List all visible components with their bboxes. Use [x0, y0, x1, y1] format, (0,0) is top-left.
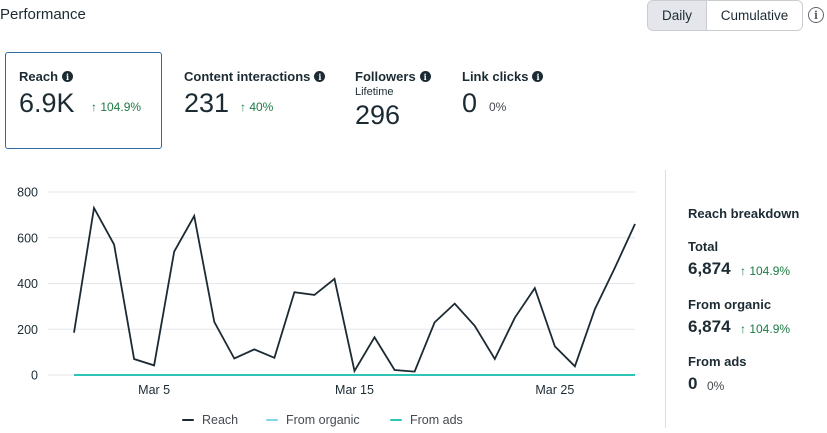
breakdown-organic-label: From organic: [688, 297, 772, 312]
legend-item-reach[interactable]: Reach: [182, 413, 238, 427]
info-icon[interactable]: i: [419, 71, 431, 82]
info-icon[interactable]: i: [62, 71, 74, 82]
y-tick-label: 800: [17, 186, 38, 200]
metric-label-text: Content interactions: [184, 69, 311, 84]
metric-change-link-clicks: 0%: [489, 100, 507, 114]
legend-item-from-ads[interactable]: From ads: [390, 413, 463, 427]
legend-label: Reach: [202, 413, 239, 427]
metric-label-text: Reach: [19, 69, 59, 84]
info-icon[interactable]: i: [314, 71, 326, 82]
y-tick-label: 600: [17, 231, 38, 245]
breakdown-total-label: Total: [688, 239, 719, 254]
legend-swatch: [266, 418, 278, 422]
breakdown-organic-value: 6,874: [688, 317, 731, 336]
x-tick-label: Mar 5: [138, 383, 170, 397]
y-tick-label: 0: [31, 369, 38, 383]
daily-toggle-button[interactable]: Daily: [648, 1, 707, 30]
metric-label-link-clicks: Link clicks i: [462, 69, 544, 84]
metric-label-followers: Followers i: [355, 69, 431, 84]
reach-line-chart: 0 200 400 600 800 Mar 5 Mar 15 Mar 25: [17, 186, 636, 397]
panel-divider: [665, 170, 666, 428]
metric-value-content-interactions: 231: [184, 88, 230, 118]
y-tick-label: 200: [17, 323, 38, 337]
metric-card-reach[interactable]: Reach i 6.9K ↑ 104.9%: [5, 52, 162, 149]
metric-value-followers: 296: [355, 100, 401, 130]
metric-label-reach: Reach i: [19, 69, 74, 84]
page-title: Performance: [0, 6, 86, 23]
metric-label-text: Followers: [355, 69, 416, 84]
cumulative-toggle-button[interactable]: Cumulative: [707, 1, 802, 30]
breakdown-ads-change: 0%: [707, 379, 725, 393]
metric-label-content-interactions: Content interactions i: [184, 69, 326, 84]
series-line-reach: [73, 205, 636, 374]
y-tick-label: 400: [17, 277, 38, 291]
legend-item-from-organic[interactable]: From organic: [266, 413, 360, 427]
metric-value-link-clicks: 0: [462, 88, 478, 118]
breakdown-total-value: 6,874: [688, 259, 731, 278]
legend-label: From ads: [410, 413, 463, 427]
metric-sub-followers: Lifetime: [355, 86, 394, 98]
legend-swatch: [390, 418, 402, 422]
breakdown-ads-label: From ads: [688, 354, 747, 369]
x-tick-label: Mar 25: [535, 383, 574, 397]
legend-swatch: [182, 418, 194, 422]
info-icon[interactable]: i: [808, 7, 824, 23]
metric-label-text: Link clicks: [462, 69, 529, 84]
breakdown-total-change: ↑ 104.9%: [740, 264, 791, 278]
x-tick-label: Mar 15: [335, 383, 374, 397]
breakdown-organic-change: ↑ 104.9%: [740, 322, 791, 336]
info-icon[interactable]: i: [532, 71, 544, 82]
view-toggle: Daily Cumulative: [647, 0, 803, 31]
metric-value-reach: 6.9K: [19, 88, 75, 118]
breakdown-title: Reach breakdown: [688, 206, 800, 221]
legend-label: From organic: [286, 413, 360, 427]
breakdown-ads-value: 0: [688, 374, 698, 393]
metric-change-content-interactions: ↑ 40%: [240, 100, 274, 114]
metric-change-reach: ↑ 104.9%: [91, 100, 142, 114]
